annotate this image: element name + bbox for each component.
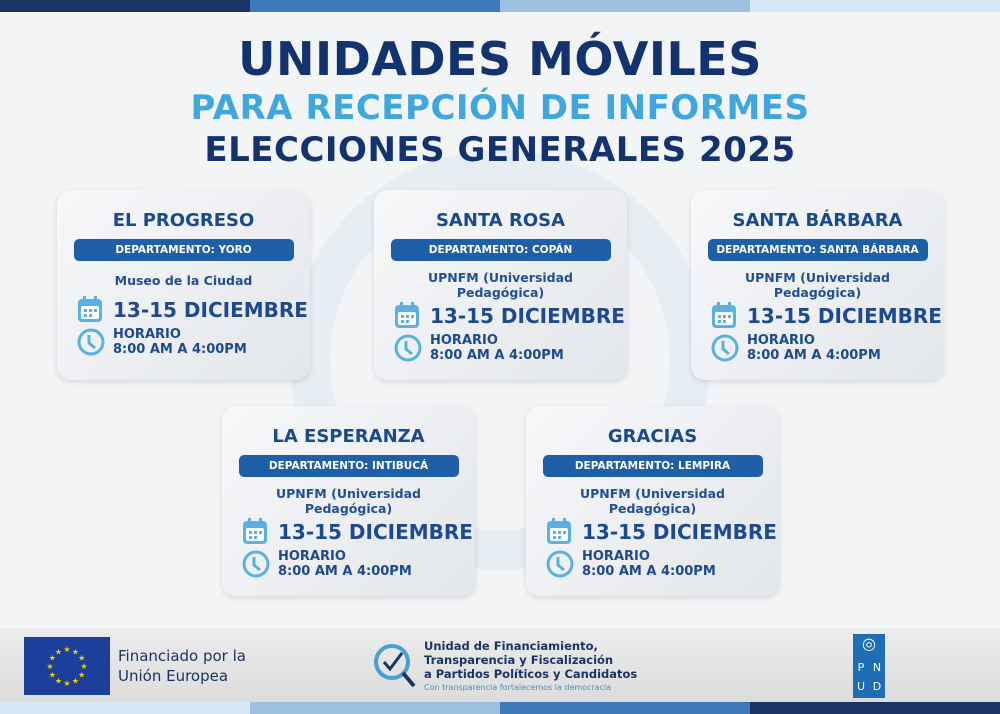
- hours: 8:00 AM A 4:00PM: [113, 342, 247, 357]
- department-badge: DEPARTAMENTO: INTIBUCÁ: [238, 455, 459, 477]
- date: 13-15 DICIEMBRE: [582, 520, 777, 544]
- svg-text:★: ★: [49, 671, 56, 680]
- date: 13-15 DICIEMBRE: [278, 520, 473, 544]
- svg-text:★: ★: [72, 647, 79, 656]
- location-card: LA ESPERANZA DEPARTAMENTO: INTIBUCÁ UPNF…: [222, 406, 475, 596]
- svg-text:★: ★: [46, 662, 53, 671]
- ufl-line-1: Unidad de Financiamiento,: [424, 639, 598, 653]
- card-city: LA ESPERANZA: [272, 426, 425, 447]
- undp-letter: P: [857, 661, 865, 674]
- calendar-icon: [547, 518, 571, 544]
- department-badge: DEPARTAMENTO: YORO: [73, 239, 294, 261]
- department-badge: DEPARTAMENTO: SANTA BÁRBARA: [707, 239, 928, 261]
- ufl-line-2: Transparencia y Fiscalización: [424, 653, 614, 667]
- svg-text:★: ★: [49, 654, 56, 663]
- date: 13-15 DICIEMBRE: [747, 304, 942, 328]
- svg-text:★: ★: [55, 647, 62, 656]
- title-line-2: PARA RECEPCIÓN DE INFORMES: [190, 88, 810, 128]
- venue: UPNFM (Universidad Pedagógica): [580, 486, 725, 516]
- ufl-line-3: a Partidos Políticos y Candidatos: [424, 667, 638, 681]
- undp-letter: N: [872, 661, 882, 674]
- ufl-tagline: Con transparencia fortalecemos la democr…: [424, 683, 612, 692]
- svg-text:★: ★: [80, 662, 87, 671]
- location-card: SANTA BÁRBARA DEPARTAMENTO: SANTA BÁRBAR…: [691, 190, 944, 380]
- hours-label: HORARIO: [582, 549, 650, 564]
- svg-text:★: ★: [78, 654, 85, 663]
- department-badge: DEPARTAMENTO: COPÁN: [390, 239, 611, 261]
- hours: 8:00 AM A 4:00PM: [430, 348, 564, 363]
- clock-icon: [711, 334, 739, 362]
- card-city: SANTA ROSA: [435, 210, 566, 231]
- department-badge: DEPARTAMENTO: LEMPIRA: [542, 455, 763, 477]
- svg-text:★: ★: [63, 645, 70, 654]
- clock-icon: [77, 328, 105, 356]
- hours: 8:00 AM A 4:00PM: [747, 348, 881, 363]
- hours: 8:00 AM A 4:00PM: [278, 564, 412, 579]
- hours-label: HORARIO: [747, 333, 815, 348]
- clock-icon: [242, 550, 270, 578]
- venue: UPNFM (Universidad Pedagógica): [745, 270, 890, 300]
- svg-text:★: ★: [55, 677, 62, 686]
- date: 13-15 DICIEMBRE: [430, 304, 625, 328]
- date: 13-15 DICIEMBRE: [113, 298, 308, 322]
- footer: ★ ★ ★ ★ ★ ★ ★ ★ ★ ★ ★ ★ Financiado por la Unión Euro…: [0, 628, 1000, 702]
- title-line-1: UNIDADES MÓVILES: [238, 32, 762, 86]
- clock-icon: [546, 550, 574, 578]
- undp-letter: D: [872, 680, 882, 693]
- venue: UPNFM (Universidad Pedagógica): [276, 486, 421, 516]
- hours-label: HORARIO: [430, 333, 498, 348]
- hours-label: HORARIO: [113, 327, 181, 342]
- clock-icon: [394, 334, 422, 362]
- hours-label: HORARIO: [278, 549, 346, 564]
- eu-text-1: Financiado por la: [118, 647, 246, 665]
- top-color-band: [0, 0, 1000, 12]
- eu-flag-logo: ★ ★ ★ ★ ★ ★ ★ ★ ★ ★ ★ ★: [24, 637, 110, 695]
- hours: 8:00 AM A 4:00PM: [582, 564, 716, 579]
- svg-text:★: ★: [72, 677, 79, 686]
- card-city: GRACIAS: [607, 426, 698, 447]
- bottom-color-band: [0, 702, 1000, 714]
- location-card: EL PROGRESO DEPARTAMENTO: YORO Museo de …: [57, 190, 310, 380]
- svg-text:★: ★: [63, 679, 70, 688]
- ufl-logo-icon: [374, 644, 416, 688]
- calendar-icon: [243, 518, 267, 544]
- card-city: EL PROGRESO: [112, 210, 255, 231]
- location-card: SANTA ROSA DEPARTAMENTO: COPÁN UPNFM (Un…: [374, 190, 627, 380]
- eu-text-2: Unión Europea: [118, 667, 229, 685]
- venue: UPNFM (Universidad Pedagógica): [428, 270, 573, 300]
- calendar-icon: [395, 302, 419, 328]
- title-line-3: ELECCIONES GENERALES 2025: [204, 130, 796, 170]
- location-card: GRACIAS DEPARTAMENTO: LEMPIRA UPNFM (Uni…: [526, 406, 779, 596]
- calendar-icon: [712, 302, 736, 328]
- card-city: SANTA BÁRBARA: [732, 210, 903, 231]
- calendar-icon: [78, 296, 102, 322]
- svg-text:★: ★: [78, 671, 85, 680]
- undp-letter: U: [856, 680, 866, 693]
- venue: Museo de la Ciudad: [114, 272, 253, 288]
